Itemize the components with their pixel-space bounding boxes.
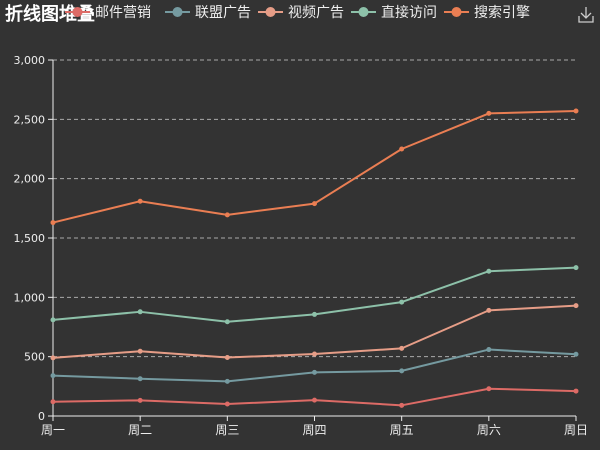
series-邮件营销 (50, 386, 579, 408)
data-point[interactable] (50, 317, 56, 323)
legend-marker (451, 7, 462, 17)
data-point[interactable] (312, 201, 317, 207)
y-tick-label: 500 (24, 351, 45, 364)
data-point[interactable] (399, 299, 405, 305)
legend-marker (265, 7, 276, 17)
y-tick-label: 3,000 (14, 54, 46, 67)
legend-label: 联盟广告 (195, 5, 251, 21)
data-point[interactable] (50, 220, 56, 226)
x-tick-label: 周五 (390, 423, 414, 437)
data-point[interactable] (50, 355, 56, 361)
legend-item[interactable]: 直接访问 (351, 4, 437, 21)
series-搜索引擎 (50, 108, 579, 226)
download-icon[interactable] (578, 6, 594, 24)
data-point[interactable] (486, 307, 492, 313)
data-point[interactable] (137, 376, 143, 382)
legend: 邮件营销 联盟广告 视频广告 直接访问 搜索引擎 (65, 4, 530, 21)
legend-label: 视频广告 (288, 5, 344, 21)
data-point[interactable] (399, 345, 405, 351)
y-tick-label: 1,000 (14, 291, 46, 304)
x-tick-label: 周三 (215, 423, 239, 437)
series-联盟广告 (50, 347, 579, 384)
y-tick-label: 2,000 (14, 173, 46, 186)
data-point[interactable] (573, 265, 579, 271)
toolbox[interactable] (578, 6, 594, 24)
grid (53, 59, 576, 358)
series-直接访问 (50, 265, 579, 325)
x-tick-label: 周日 (564, 423, 588, 437)
data-point[interactable] (137, 348, 143, 354)
legend-item[interactable]: 搜索引擎 (444, 4, 530, 21)
data-point[interactable] (486, 268, 492, 274)
data-point[interactable] (137, 309, 143, 315)
x-tick-label: 周一 (41, 423, 65, 437)
series-line (52, 387, 577, 407)
data-point[interactable] (399, 402, 405, 408)
x-tick-label: 周二 (128, 423, 152, 437)
legend-label: 直接访问 (381, 4, 437, 21)
series-视频广告 (50, 303, 579, 361)
data-point[interactable] (224, 319, 230, 325)
legend-item[interactable]: 邮件营销 (65, 5, 151, 21)
data-point[interactable] (50, 373, 56, 379)
legend-item[interactable]: 联盟广告 (165, 5, 251, 21)
legend-marker (72, 7, 83, 17)
data-point[interactable] (486, 386, 492, 392)
data-point[interactable] (312, 311, 317, 317)
y-tick-label: 1,500 (14, 232, 46, 245)
data-point[interactable] (573, 388, 579, 394)
y-tick-label: 0 (38, 410, 45, 423)
axes: 0 500 1,000 1,500 2,000 2,500 3,000 周一 周二 周三 周四 周五 周… (14, 54, 589, 437)
x-tick-label: 周六 (477, 423, 501, 437)
legend-marker (358, 7, 369, 17)
data-point[interactable] (312, 369, 317, 375)
data-point[interactable] (399, 146, 405, 152)
chart-title: 折线图堆叠 (5, 3, 95, 25)
data-point[interactable] (224, 401, 230, 407)
y-tick-label: 2,500 (14, 113, 46, 126)
data-point[interactable] (312, 351, 317, 357)
legend-item[interactable]: 视频广告 (258, 5, 344, 21)
data-point[interactable] (224, 212, 230, 218)
data-point[interactable] (573, 303, 579, 309)
data-point[interactable] (573, 351, 579, 357)
data-point[interactable] (573, 108, 579, 114)
data-point[interactable] (224, 354, 230, 360)
data-point[interactable] (224, 378, 230, 384)
data-point[interactable] (486, 110, 492, 116)
legend-label: 搜索引擎 (474, 4, 530, 21)
legend-marker (172, 7, 183, 17)
data-point[interactable] (50, 399, 56, 405)
data-point[interactable] (486, 347, 492, 353)
data-point[interactable] (312, 397, 317, 403)
x-tick-label: 周四 (302, 423, 326, 437)
data-point[interactable] (399, 368, 405, 374)
legend-label: 邮件营销 (95, 5, 151, 21)
data-point[interactable] (137, 397, 143, 403)
data-point[interactable] (137, 198, 143, 204)
series-layer (50, 108, 579, 408)
